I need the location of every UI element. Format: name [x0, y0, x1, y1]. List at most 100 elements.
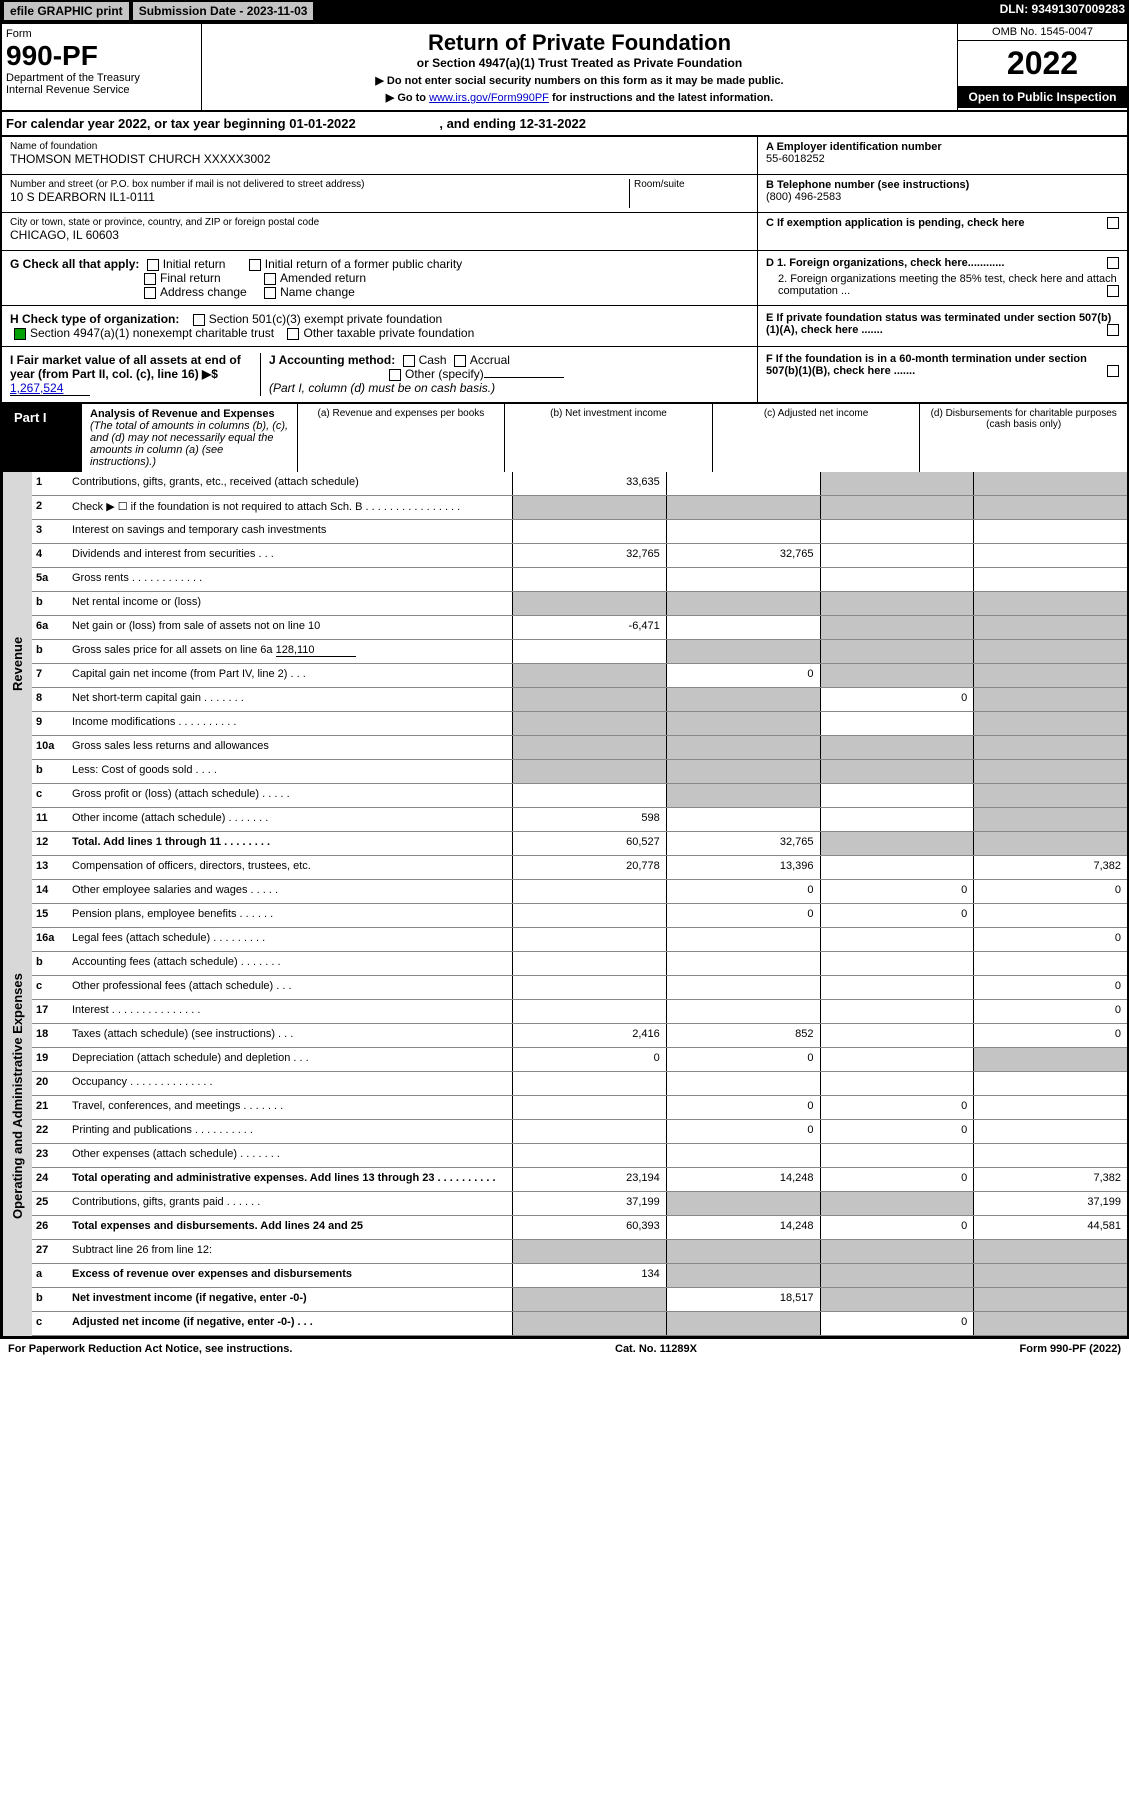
cb-accrual[interactable]: [454, 355, 466, 367]
cb-other-taxable[interactable]: [287, 328, 299, 340]
dln: DLN: 93491307009283: [1000, 2, 1125, 20]
line-12-col-a: 60,527: [512, 832, 666, 855]
line-16b-col-b: [666, 952, 820, 975]
cb-4947-checked[interactable]: [14, 328, 26, 340]
line-20-col-c: [820, 1072, 974, 1095]
line-4: 4 Dividends and interest from securities…: [32, 544, 1127, 568]
line-14-col-b: 0: [666, 880, 820, 903]
d2-label: 2. Foreign organizations meeting the 85%…: [778, 273, 1117, 297]
cb-amended[interactable]: [264, 273, 276, 285]
line-desc-6a: Net gain or (loss) from sale of assets n…: [72, 616, 512, 639]
line-23-col-d: [973, 1144, 1127, 1167]
line-10a: 10a Gross sales less returns and allowan…: [32, 736, 1127, 760]
line-20-col-b: [666, 1072, 820, 1095]
form-subtitle: or Section 4947(a)(1) Trust Treated as P…: [208, 56, 951, 70]
cb-other-method[interactable]: [389, 369, 401, 381]
line-10b: b Less: Cost of goods sold . . . .: [32, 760, 1127, 784]
line-10a-col-c: [820, 736, 974, 759]
line-1-col-b: [666, 472, 820, 495]
lbl-other-taxable: Other taxable private foundation: [303, 326, 474, 340]
cb-initial[interactable]: [147, 259, 159, 271]
f-checkbox[interactable]: [1107, 365, 1119, 377]
line-desc-11: Other income (attach schedule) . . . . .…: [72, 808, 512, 831]
d1-checkbox[interactable]: [1107, 257, 1119, 269]
line-num-2: 2: [32, 496, 72, 519]
lbl-other-method: Other (specify): [405, 367, 484, 381]
line-desc-27c: Adjusted net income (if negative, enter …: [72, 1312, 512, 1335]
cb-501c3[interactable]: [193, 314, 205, 326]
cb-addr-change[interactable]: [144, 287, 156, 299]
line-5a-col-c: [820, 568, 974, 591]
line-7: 7 Capital gain net income (from Part IV,…: [32, 664, 1127, 688]
part1-note: (The total of amounts in columns (b), (c…: [90, 420, 288, 468]
line-num-16b: b: [32, 952, 72, 975]
city-state-zip: CHICAGO, IL 60603: [10, 228, 749, 242]
line-22-col-d: [973, 1120, 1127, 1143]
line-10b-col-b: [666, 760, 820, 783]
line-num-7: 7: [32, 664, 72, 687]
line-20-col-d: [973, 1072, 1127, 1095]
fmv-value[interactable]: 1,267,524: [10, 381, 90, 396]
line-6b-col-d: [973, 640, 1127, 663]
line-27c-col-a: [512, 1312, 666, 1335]
line-10c-col-d: [973, 784, 1127, 807]
line-16b-col-d: [973, 952, 1127, 975]
line-15: 15 Pension plans, employee benefits . . …: [32, 904, 1127, 928]
line-18: 18 Taxes (attach schedule) (see instruct…: [32, 1024, 1127, 1048]
line-3-col-a: [512, 520, 666, 543]
form990pf-link[interactable]: www.irs.gov/Form990PF: [429, 92, 549, 104]
line-7-col-a: [512, 664, 666, 687]
j-note: (Part I, column (d) must be on cash basi…: [269, 381, 495, 395]
line-num-23: 23: [32, 1144, 72, 1167]
cb-name-change[interactable]: [264, 287, 276, 299]
phone-label: B Telephone number (see instructions): [766, 179, 1119, 191]
efile-btn[interactable]: efile GRAPHIC print: [4, 2, 129, 20]
cb-final[interactable]: [144, 273, 156, 285]
line-15-col-a: [512, 904, 666, 927]
lbl-amended: Amended return: [280, 271, 366, 285]
d2-checkbox[interactable]: [1107, 285, 1119, 297]
line-desc-20: Occupancy . . . . . . . . . . . . . .: [72, 1072, 512, 1095]
line-num-12: 12: [32, 832, 72, 855]
line-16c-col-c: [820, 976, 974, 999]
line-16b-col-c: [820, 952, 974, 975]
e-label: E If private foundation status was termi…: [766, 312, 1111, 336]
c-checkbox[interactable]: [1107, 217, 1119, 229]
line-20-col-a: [512, 1072, 666, 1095]
line-15-col-c: 0: [820, 904, 974, 927]
line-23-col-b: [666, 1144, 820, 1167]
line-desc-8: Net short-term capital gain . . . . . . …: [72, 688, 512, 711]
form-header: Form 990-PF Department of the Treasury I…: [0, 22, 1129, 112]
line-16c-col-d: 0: [973, 976, 1127, 999]
part1-tag: Part I: [2, 404, 82, 472]
line-17-col-b: [666, 1000, 820, 1023]
cb-initial-former[interactable]: [249, 259, 261, 271]
line-27a-col-d: [973, 1264, 1127, 1287]
line-23-col-c: [820, 1144, 974, 1167]
line-num-3: 3: [32, 520, 72, 543]
line-10c-col-b: [666, 784, 820, 807]
f-label: F If the foundation is in a 60-month ter…: [766, 353, 1087, 377]
line-desc-6b: Gross sales price for all assets on line…: [72, 640, 512, 663]
e-checkbox[interactable]: [1107, 324, 1119, 336]
line-desc-15: Pension plans, employee benefits . . . .…: [72, 904, 512, 927]
line-13-col-a: 20,778: [512, 856, 666, 879]
line-6b-col-b: [666, 640, 820, 663]
line-desc-24: Total operating and administrative expen…: [72, 1168, 512, 1191]
line-num-17: 17: [32, 1000, 72, 1023]
line-16a-col-b: [666, 928, 820, 951]
revenue-side-label: Revenue: [2, 472, 32, 856]
line-num-27c: c: [32, 1312, 72, 1335]
line-17: 17 Interest . . . . . . . . . . . . . . …: [32, 1000, 1127, 1024]
line-23: 23 Other expenses (attach schedule) . . …: [32, 1144, 1127, 1168]
line-6b: b Gross sales price for all assets on li…: [32, 640, 1127, 664]
lbl-initial-former: Initial return of a former public charit…: [265, 257, 462, 271]
line-6a-col-b: [666, 616, 820, 639]
line-27: 27 Subtract line 26 from line 12:: [32, 1240, 1127, 1264]
form-word: Form: [6, 28, 197, 40]
line-5a: 5a Gross rents . . . . . . . . . . . .: [32, 568, 1127, 592]
cb-cash[interactable]: [403, 355, 415, 367]
footer-left: For Paperwork Reduction Act Notice, see …: [8, 1343, 292, 1355]
line-27c-col-b: [666, 1312, 820, 1335]
line-num-13: 13: [32, 856, 72, 879]
